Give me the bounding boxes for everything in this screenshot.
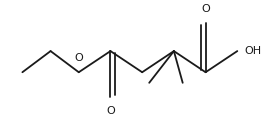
Text: O: O	[106, 106, 115, 116]
Text: O: O	[74, 53, 83, 63]
Text: O: O	[201, 4, 210, 14]
Text: OH: OH	[244, 46, 261, 56]
